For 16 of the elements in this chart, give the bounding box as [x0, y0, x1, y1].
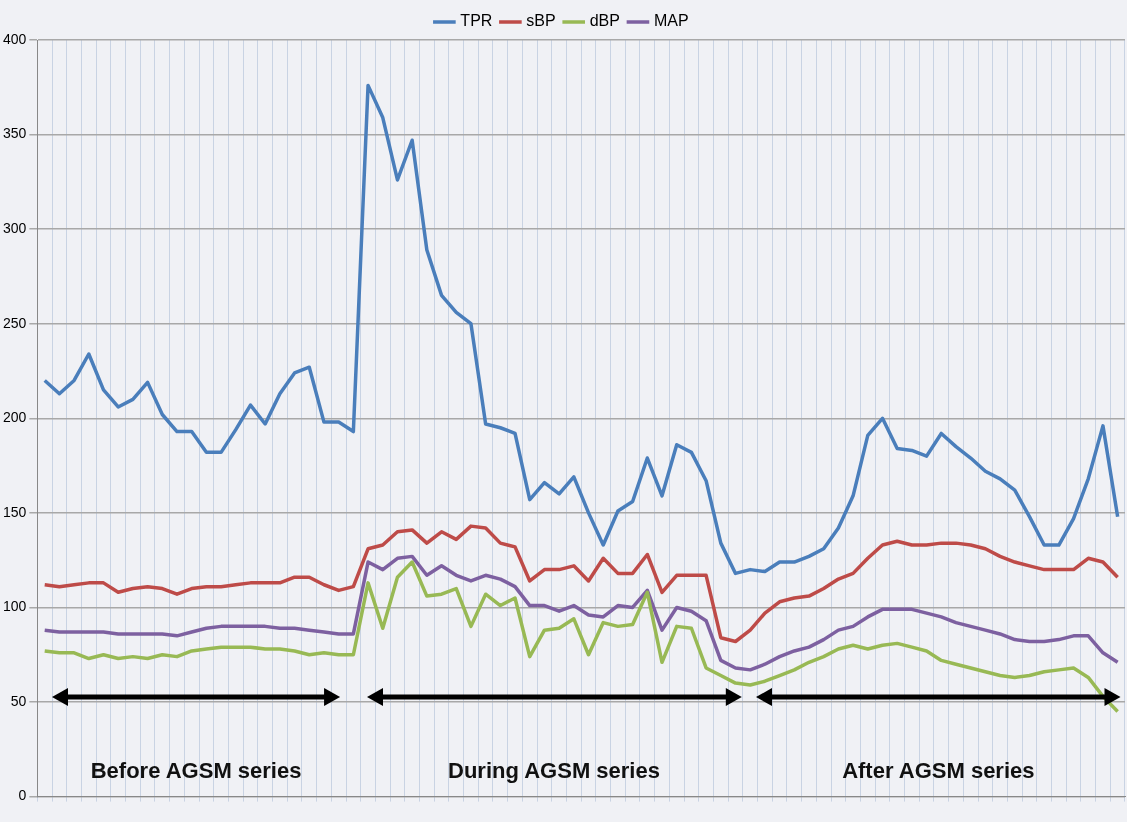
y-tick-label: 300: [3, 220, 27, 237]
annotation: After AGSM series: [842, 757, 1035, 783]
annotation: Before AGSM series: [90, 757, 302, 783]
y-tick-label: 100: [3, 598, 27, 615]
annotation: During AGSM series: [448, 757, 660, 783]
legend-label: dBP: [589, 12, 620, 30]
y-tick-label: 400: [3, 30, 27, 47]
y-tick-label: 250: [3, 314, 27, 331]
legend-label: MAP: [653, 12, 689, 30]
y-tick-label: 50: [10, 692, 27, 709]
legend-label: TPR: [460, 12, 493, 30]
legend-label: sBP: [526, 12, 556, 30]
y-tick-label: 200: [3, 409, 27, 426]
y-tick-label: 0: [18, 787, 27, 804]
y-tick-label: 350: [3, 125, 27, 142]
y-tick-label: 150: [3, 503, 27, 520]
